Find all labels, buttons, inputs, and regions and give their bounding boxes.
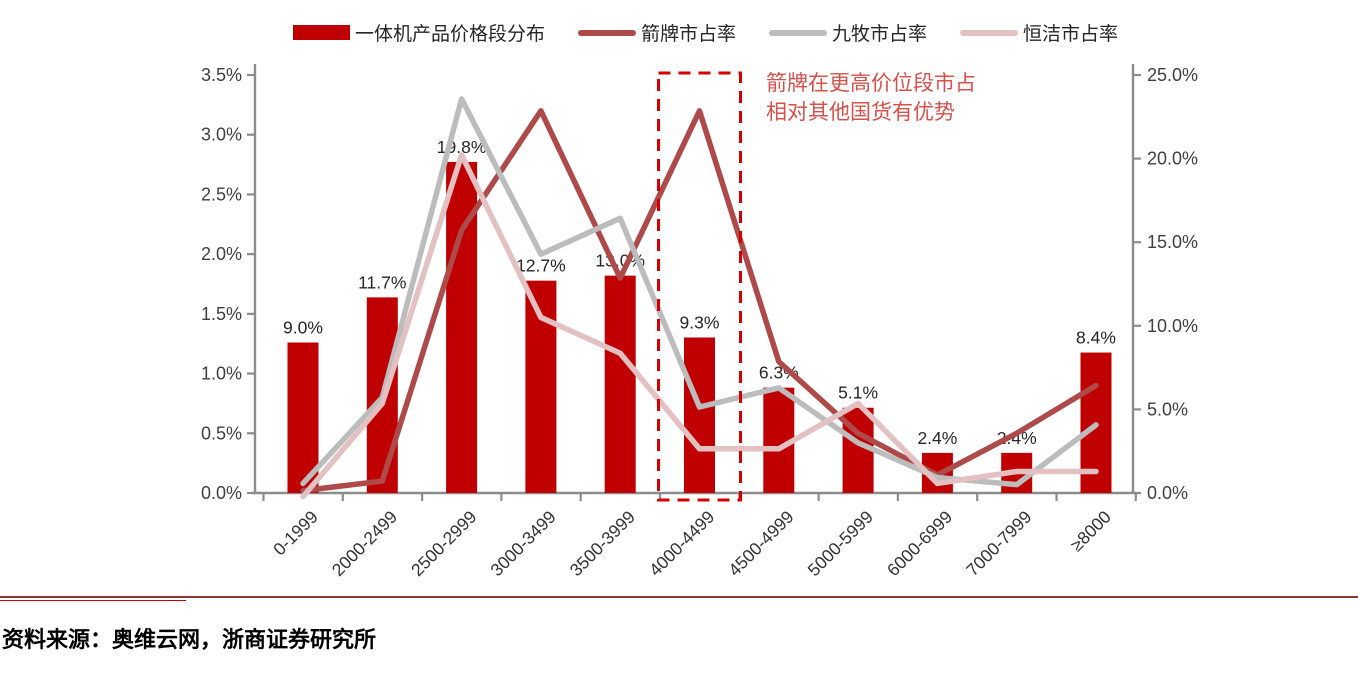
legend-line-swatch bbox=[578, 29, 637, 36]
left-axis-tick-label: 2.5% bbox=[201, 184, 242, 204]
bar-value-label-7: 5.1% bbox=[838, 383, 878, 403]
legend-item-1: 箭牌市占率 bbox=[578, 19, 736, 46]
left-axis-tick-label: 3.0% bbox=[201, 125, 242, 145]
legend-item-0: 一体机产品价格段分布 bbox=[293, 19, 545, 46]
bar-value-label-10: 8.4% bbox=[1076, 328, 1116, 348]
x-category-label-8: 6000-6999 bbox=[883, 507, 956, 580]
bar-value-label-8: 2.4% bbox=[917, 428, 957, 448]
x-category-label-7: 5000-5999 bbox=[804, 507, 877, 580]
x-category-label-5: 4000-4499 bbox=[645, 507, 718, 580]
bar-value-label-5: 9.3% bbox=[680, 313, 720, 333]
x-category-label-3: 3000-3499 bbox=[486, 507, 559, 580]
price-band-chart-svg: 0.0% 0.5% 1.0% 1.5% 2.0% 2.5% 3.0% 3.5% 0.0% 5.0%… bbox=[201, 64, 1198, 580]
series-line-0 bbox=[300, 108, 1099, 494]
footer-divider-accent bbox=[0, 600, 186, 601]
right-axis-tick-label: 0.0% bbox=[1147, 483, 1188, 503]
footer-divider bbox=[0, 596, 1358, 598]
right-axis-tick-label: 10.0% bbox=[1147, 316, 1198, 336]
series-line-2 bbox=[300, 152, 1099, 500]
price-band-chart: 0.0% 0.5% 1.0% 1.5% 2.0% 2.5% 3.0% 3.5% 0.0% 5.0%… bbox=[201, 64, 1198, 580]
legend-label: 箭牌市占率 bbox=[641, 24, 737, 45]
x-category-label-0: 0-1999 bbox=[269, 507, 322, 560]
legend-label: 九牧市占率 bbox=[832, 24, 928, 45]
annotation-line-2: 相对其他国货有优势 bbox=[766, 100, 955, 124]
bar-value-label-3: 12.7% bbox=[516, 256, 566, 276]
left-axis-tick-label: 3.5% bbox=[201, 65, 242, 85]
legend-line-swatch bbox=[769, 29, 828, 36]
x-category-label-4: 3500-3999 bbox=[566, 507, 639, 580]
legend-label: 一体机产品价格段分布 bbox=[355, 24, 546, 45]
left-axis-tick-label: 0.0% bbox=[201, 483, 242, 503]
bar-4 bbox=[604, 275, 636, 493]
x-category-label-1: 2000-2499 bbox=[328, 507, 401, 580]
left-axis-tick-label: 2.0% bbox=[201, 244, 242, 264]
legend-bar-swatch bbox=[293, 25, 350, 40]
right-axis-tick-label: 20.0% bbox=[1147, 149, 1198, 169]
bar-0 bbox=[287, 342, 319, 493]
chart-legend: 一体机产品价格段分布 箭牌市占率 九牧市占率 恒洁市占率 bbox=[293, 19, 1151, 46]
legend-item-2: 九牧市占率 bbox=[769, 19, 927, 46]
annotation-line-1: 箭牌在更高价位段市占 bbox=[766, 71, 976, 95]
left-axis-tick-label: 0.5% bbox=[201, 423, 242, 443]
x-category-label-9: 7000-7999 bbox=[962, 507, 1035, 580]
chart-annotation: 箭牌在更高价位段市占 相对其他国货有优势 bbox=[766, 69, 976, 127]
bar-value-label-9: 2.4% bbox=[997, 428, 1037, 448]
right-axis-tick-label: 15.0% bbox=[1147, 232, 1198, 252]
legend-line-swatch bbox=[960, 29, 1019, 36]
right-axis-tick-label: 5.0% bbox=[1147, 399, 1188, 419]
right-axis-tick-label: 25.0% bbox=[1147, 65, 1198, 85]
bar-5 bbox=[684, 337, 715, 493]
legend-label: 恒洁市占率 bbox=[1023, 24, 1119, 45]
left-axis-tick-label: 1.0% bbox=[201, 364, 242, 384]
bar-value-label-1: 11.7% bbox=[358, 272, 406, 292]
x-category-label-2: 2500-2999 bbox=[407, 507, 480, 580]
x-category-label-6: 4500-4999 bbox=[724, 507, 797, 580]
source-note: 资料来源：奥维云网，浙商证券研究所 bbox=[2, 627, 377, 652]
left-axis-tick-label: 1.5% bbox=[201, 304, 242, 324]
bar-value-label-0: 9.0% bbox=[283, 318, 323, 338]
legend-item-3: 恒洁市占率 bbox=[960, 19, 1118, 46]
highlight-dashed-box bbox=[657, 71, 742, 502]
x-category-label-10: ≥8000 bbox=[1066, 507, 1115, 556]
